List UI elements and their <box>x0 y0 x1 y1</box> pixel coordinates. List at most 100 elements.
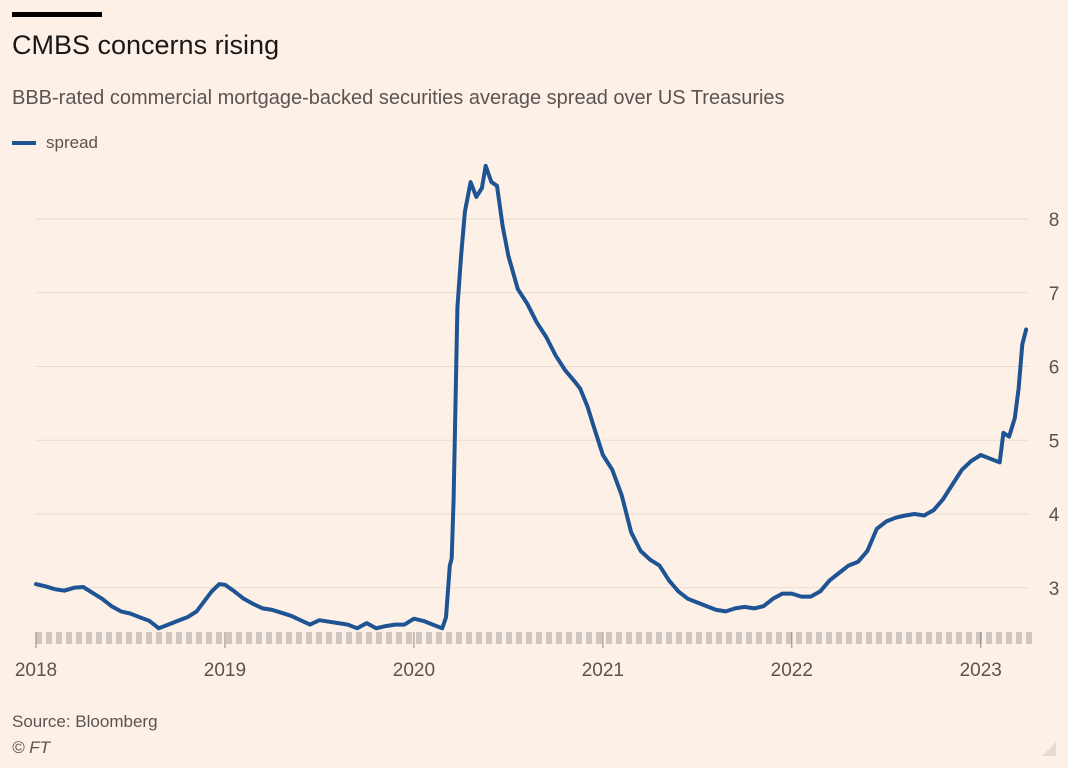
x-axis-hatch <box>116 632 122 644</box>
gridlines <box>36 218 1028 589</box>
x-axis-hatch <box>686 632 692 644</box>
x-axis-hatch <box>766 632 772 644</box>
x-axis-hatch <box>846 632 852 644</box>
x-axis-hatch <box>186 632 192 644</box>
x-axis-hatch <box>426 632 432 644</box>
x-axis-hatch <box>616 632 622 644</box>
x-axis-hatch <box>236 632 242 644</box>
resize-corner-icon[interactable] <box>1040 740 1056 756</box>
x-axis-hatch <box>106 632 112 644</box>
x-axis-hatch <box>646 632 652 644</box>
x-axis-hatch <box>266 632 272 644</box>
x-axis: 2018 2019 2020 2021 2022 2023 <box>15 632 1032 681</box>
x-axis-hatch <box>476 632 482 644</box>
x-axis-hatch <box>356 632 362 644</box>
x-axis-hatch <box>666 632 672 644</box>
x-tick-label: 2022 <box>771 660 813 681</box>
y-tick-label: 3 <box>1049 579 1060 600</box>
x-axis-hatch <box>246 632 252 644</box>
y-tick-label: 7 <box>1049 284 1060 305</box>
legend-label-spread: spread <box>46 133 98 152</box>
chart-legend: spread <box>12 133 98 153</box>
x-axis-hatch <box>956 632 962 644</box>
y-tick-label: 5 <box>1049 431 1060 452</box>
x-axis-hatch <box>36 632 42 644</box>
x-tick-label: 2020 <box>393 660 435 681</box>
x-axis-hatch <box>966 632 972 644</box>
x-axis-hatch <box>1006 632 1012 644</box>
x-axis-hatch <box>456 632 462 644</box>
x-axis-hatch <box>876 632 882 644</box>
x-axis-hatch <box>446 632 452 644</box>
x-axis-hatch <box>366 632 372 644</box>
x-axis-hatch <box>156 632 162 644</box>
x-axis-hatch <box>836 632 842 644</box>
x-axis-hatch <box>986 632 992 644</box>
x-axis-hatch <box>746 632 752 644</box>
x-axis-hatch <box>536 632 542 644</box>
x-axis-hatch <box>696 632 702 644</box>
x-axis-hatch <box>566 632 572 644</box>
x-axis-hatch <box>806 632 812 644</box>
x-axis-hatch <box>866 632 872 644</box>
chart-subtitle: BBB-rated commercial mortgage-backed sec… <box>12 87 785 109</box>
x-axis-hatch <box>486 632 492 644</box>
legend-swatch-spread <box>12 141 36 145</box>
x-axis-hatch <box>926 632 932 644</box>
x-axis-hatch <box>416 632 422 644</box>
series-layer <box>34 163 1029 631</box>
x-axis-hatch <box>216 632 222 644</box>
x-axis-hatch <box>776 632 782 644</box>
x-axis-hatch <box>126 632 132 644</box>
x-axis-hatch <box>756 632 762 644</box>
x-axis-hatch <box>506 632 512 644</box>
x-axis-hatch <box>626 632 632 644</box>
x-axis-hatch <box>816 632 822 644</box>
x-axis-hatch <box>196 632 202 644</box>
x-axis-hatch <box>346 632 352 644</box>
x-axis-hatch <box>256 632 262 644</box>
x-axis-hatch <box>226 632 232 644</box>
y-axis: 3 4 5 6 7 8 <box>1049 210 1060 600</box>
x-axis-hatch <box>46 632 52 644</box>
copyright-credit: © FT <box>12 738 51 757</box>
x-axis-hatch <box>326 632 332 644</box>
x-axis-hatch <box>716 632 722 644</box>
x-axis-hatch <box>586 632 592 644</box>
x-axis-hatch <box>146 632 152 644</box>
source-note: Source: Bloomberg <box>12 712 158 731</box>
x-axis-hatch <box>796 632 802 644</box>
x-axis-hatch <box>676 632 682 644</box>
x-axis-hatch <box>786 632 792 644</box>
x-axis-hatch <box>136 632 142 644</box>
x-axis-hatch <box>606 632 612 644</box>
x-axis-hatch <box>1026 632 1032 644</box>
chart-title: CMBS concerns rising <box>12 30 280 60</box>
x-axis-hatch <box>526 632 532 644</box>
x-axis-hatch <box>76 632 82 644</box>
x-axis-hatch <box>726 632 732 644</box>
x-axis-hatch <box>276 632 282 644</box>
x-axis-hatch <box>166 632 172 644</box>
x-axis-hatch <box>386 632 392 644</box>
x-axis-hatch <box>826 632 832 644</box>
x-tick-label: 2021 <box>582 660 624 681</box>
x-axis-hatch <box>376 632 382 644</box>
x-axis-hatch <box>556 632 562 644</box>
x-axis-hatch <box>856 632 862 644</box>
x-axis-hatch <box>996 632 1002 644</box>
x-axis-hatch <box>206 632 212 644</box>
y-tick-label: 8 <box>1049 210 1060 231</box>
x-axis-hatch <box>336 632 342 644</box>
x-axis-hatch <box>86 632 92 644</box>
x-axis-hatch <box>936 632 942 644</box>
x-axis-hatch <box>66 632 72 644</box>
x-axis-hatch <box>286 632 292 644</box>
series-line-spread <box>34 163 1029 631</box>
x-axis-hatch <box>306 632 312 644</box>
x-axis-hatch <box>976 632 982 644</box>
x-axis-hatch <box>406 632 412 644</box>
x-tick-label: 2023 <box>960 660 1002 681</box>
x-axis-hatch <box>396 632 402 644</box>
